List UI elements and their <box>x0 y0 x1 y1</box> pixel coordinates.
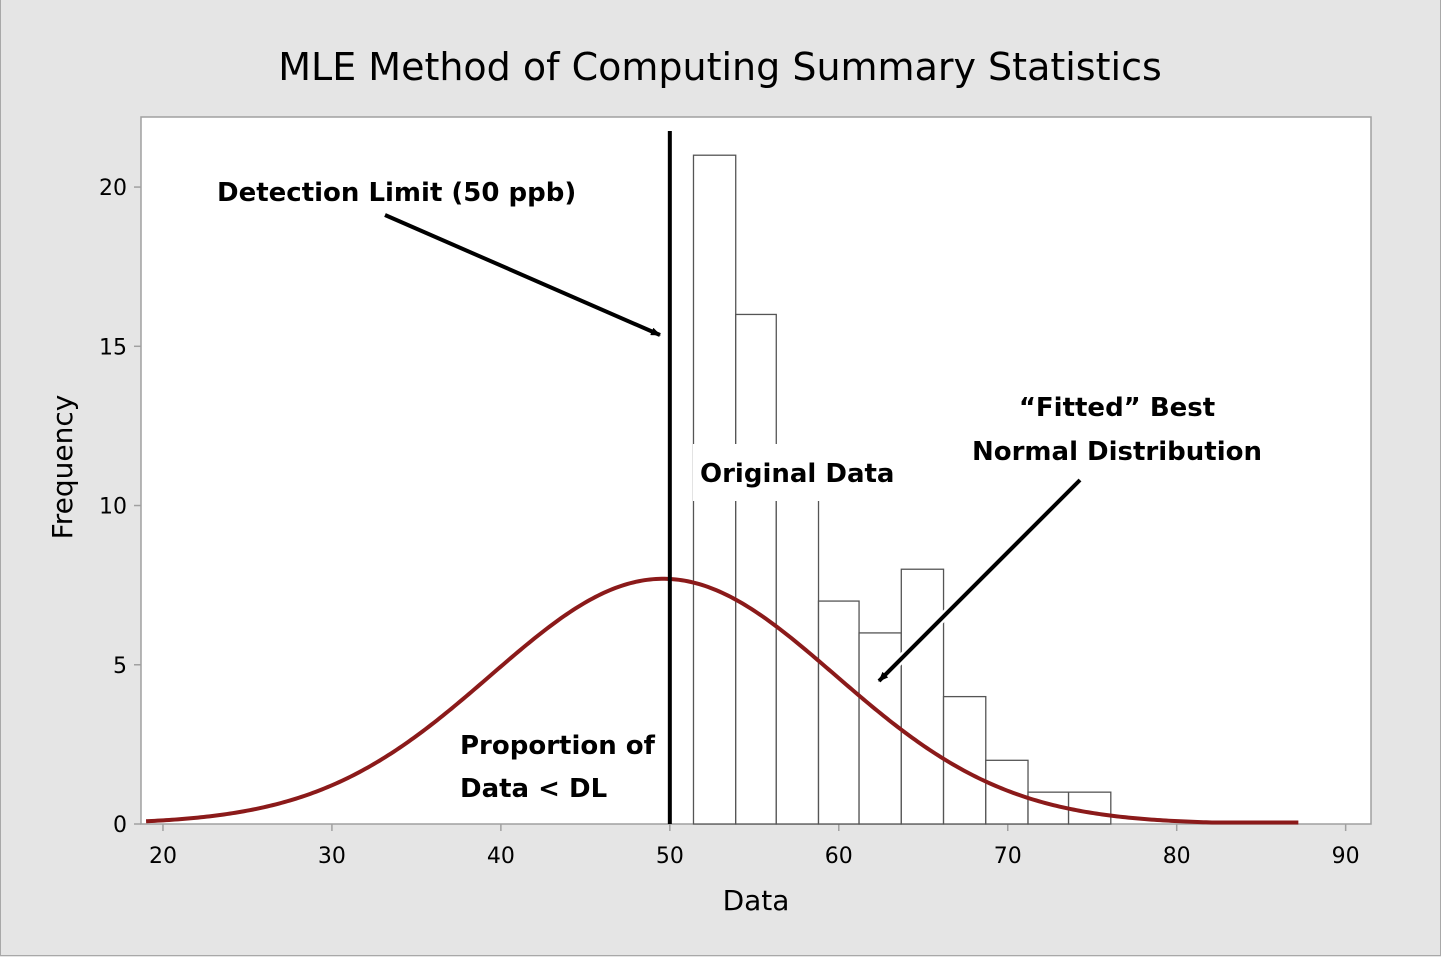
x-tick-label: 30 <box>318 844 346 869</box>
histogram-bar <box>735 313 777 825</box>
fitted-arrow <box>877 478 1082 683</box>
x-tick-label: 50 <box>656 844 684 869</box>
original-data-label-backdrop <box>693 444 903 501</box>
chart-title: MLE Method of Computing Summary Statisti… <box>278 45 1162 89</box>
y-tick-label: 5 <box>113 654 127 679</box>
x-tick-label: 60 <box>825 844 853 869</box>
histogram-bar <box>900 568 945 825</box>
fitted-label-line1: “Fitted” Best <box>1019 393 1215 423</box>
proportion-label-line1: Proportion of <box>460 731 656 761</box>
fitted-normal-curve <box>145 576 1299 825</box>
y-tick-label: 10 <box>99 495 127 520</box>
x-tick-label: 20 <box>149 844 177 869</box>
detection-limit-label: Detection Limit (50 ppb) <box>217 178 576 208</box>
histogram-bar <box>817 600 860 825</box>
x-tick-label: 90 <box>1332 844 1360 869</box>
x-tick-label: 40 <box>487 844 515 869</box>
y-axis-ticks: 0 5 10 15 20 <box>99 176 141 838</box>
x-tick-label: 70 <box>994 844 1022 869</box>
original-data-label: Original Data <box>700 459 894 489</box>
x-axis-ticks: 20 30 40 50 60 70 80 90 <box>149 824 1360 869</box>
fitted-label-line2: Normal Distribution <box>972 437 1262 467</box>
detection-limit-arrow <box>384 213 661 337</box>
y-axis-label: Frequency <box>46 395 79 540</box>
proportion-label-line2: Data < DL <box>460 774 607 804</box>
y-tick-label: 15 <box>99 335 127 360</box>
x-tick-label: 80 <box>1163 844 1191 869</box>
x-axis-label: Data <box>723 884 790 917</box>
y-tick-label: 20 <box>99 176 127 201</box>
y-tick-label: 0 <box>113 813 127 838</box>
histogram-bar <box>775 473 820 825</box>
